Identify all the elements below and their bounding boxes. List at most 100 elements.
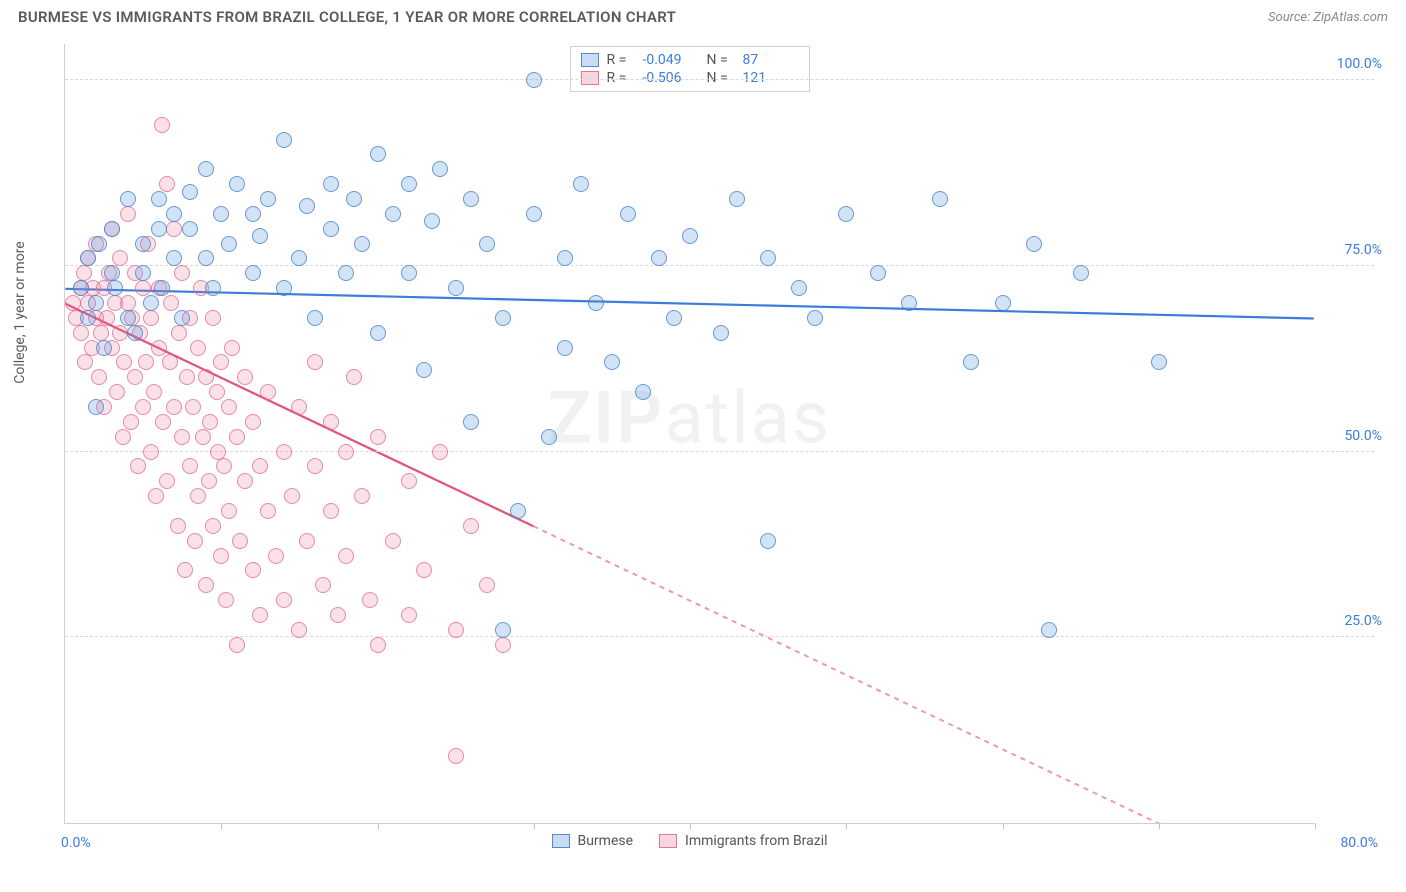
x-axis-min: 0.0% <box>61 835 91 851</box>
scatter-point <box>495 622 511 638</box>
scatter-point <box>370 146 386 162</box>
scatter-point <box>107 280 123 296</box>
scatter-point <box>245 265 261 281</box>
scatter-point <box>221 503 237 519</box>
scatter-point <box>557 340 573 356</box>
scatter-point <box>276 592 292 608</box>
scatter-point <box>463 518 479 534</box>
scatter-point <box>635 384 651 400</box>
legend-label: Immigrants from Brazil <box>685 833 828 849</box>
scatter-point <box>91 369 107 385</box>
scatter-point <box>370 429 386 445</box>
scatter-point <box>96 340 112 356</box>
scatter-point <box>729 191 745 207</box>
scatter-point <box>120 206 136 222</box>
scatter-point <box>323 221 339 237</box>
scatter-plot: ZIPatlas R = -0.049 N = 87 R = -0.506 N … <box>64 44 1314 824</box>
scatter-point <box>370 637 386 653</box>
scatter-point <box>120 191 136 207</box>
scatter-point <box>1151 354 1167 370</box>
correlation-legend: R = -0.049 N = 87 R = -0.506 N = 121 <box>570 46 810 92</box>
scatter-point <box>143 444 159 460</box>
watermark-text: ZIPatlas <box>548 375 831 460</box>
series-legend: Burmese Immigrants from Brazil <box>551 833 827 849</box>
scatter-point <box>154 280 170 296</box>
scatter-point <box>120 310 136 326</box>
scatter-point <box>299 533 315 549</box>
scatter-point <box>260 384 276 400</box>
scatter-point <box>245 414 261 430</box>
legend-row-burmese: R = -0.049 N = 87 <box>581 51 799 69</box>
scatter-point <box>1073 265 1089 281</box>
gridline <box>65 636 1374 637</box>
x-tick <box>221 823 222 829</box>
scatter-point <box>479 236 495 252</box>
scatter-point <box>109 384 125 400</box>
scatter-point <box>557 250 573 266</box>
scatter-point <box>209 384 225 400</box>
x-tick <box>534 823 535 829</box>
scatter-point <box>190 340 206 356</box>
scatter-point <box>151 221 167 237</box>
scatter-point <box>229 637 245 653</box>
scatter-point <box>170 518 186 534</box>
scatter-point <box>541 429 557 445</box>
n-value: 87 <box>743 52 799 68</box>
scatter-point <box>260 503 276 519</box>
scatter-point <box>901 295 917 311</box>
scatter-point <box>237 369 253 385</box>
scatter-point <box>588 295 604 311</box>
scatter-point <box>666 310 682 326</box>
swatch-blue <box>581 53 599 67</box>
scatter-point <box>291 250 307 266</box>
scatter-point <box>268 548 284 564</box>
swatch-pink <box>659 834 677 848</box>
scatter-point <box>112 250 128 266</box>
scatter-point <box>213 354 229 370</box>
scatter-point <box>166 221 182 237</box>
scatter-point <box>182 458 198 474</box>
scatter-point <box>682 228 698 244</box>
scatter-point <box>330 607 346 623</box>
scatter-point <box>163 295 179 311</box>
scatter-point <box>166 399 182 415</box>
scatter-point <box>237 473 253 489</box>
scatter-point <box>201 473 217 489</box>
scatter-point <box>232 533 248 549</box>
scatter-point <box>807 310 823 326</box>
scatter-point <box>1026 236 1042 252</box>
scatter-point <box>221 236 237 252</box>
scatter-point <box>99 310 115 326</box>
scatter-point <box>401 176 417 192</box>
scatter-point <box>401 473 417 489</box>
scatter-point <box>202 414 218 430</box>
scatter-point <box>174 310 190 326</box>
scatter-point <box>276 444 292 460</box>
scatter-point <box>338 265 354 281</box>
scatter-point <box>338 444 354 460</box>
scatter-point <box>291 399 307 415</box>
scatter-point <box>245 562 261 578</box>
scatter-point <box>115 429 131 445</box>
x-axis-max: 80.0% <box>1340 835 1378 851</box>
scatter-point <box>284 488 300 504</box>
swatch-blue <box>551 834 569 848</box>
scatter-point <box>791 280 807 296</box>
scatter-point <box>424 213 440 229</box>
legend-item-burmese: Burmese <box>551 833 633 849</box>
scatter-point <box>479 577 495 593</box>
scatter-point <box>146 384 162 400</box>
scatter-point <box>448 280 464 296</box>
r-label: R = <box>607 70 635 86</box>
r-label: R = <box>607 52 635 68</box>
scatter-point <box>463 414 479 430</box>
scatter-point <box>127 325 143 341</box>
scatter-point <box>526 72 542 88</box>
scatter-point <box>416 362 432 378</box>
scatter-point <box>104 221 120 237</box>
scatter-point <box>166 250 182 266</box>
scatter-point <box>760 533 776 549</box>
scatter-point <box>135 236 151 252</box>
scatter-point <box>123 414 139 430</box>
scatter-point <box>229 176 245 192</box>
